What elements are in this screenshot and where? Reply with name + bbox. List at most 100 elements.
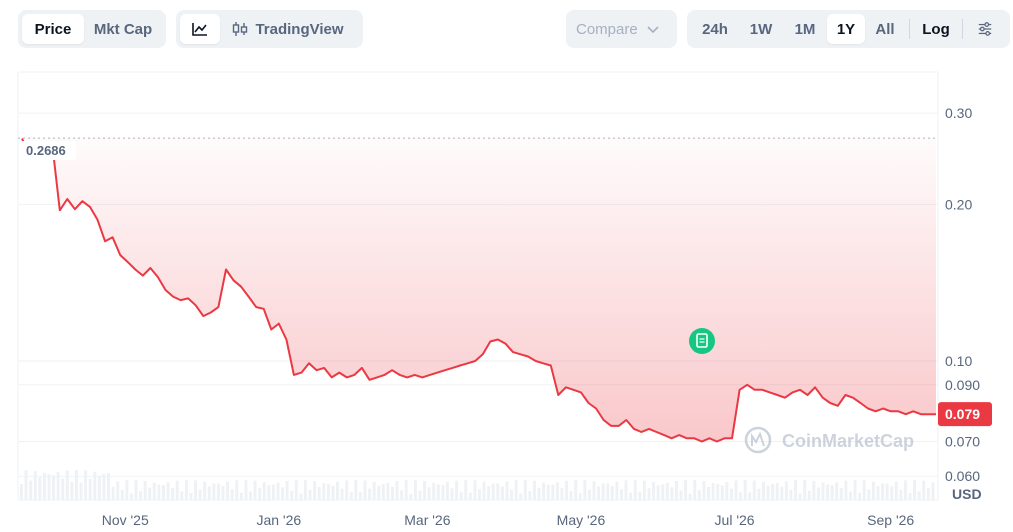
range-all-button[interactable]: All	[875, 20, 895, 38]
volume-bar	[79, 482, 83, 500]
volume-bar	[537, 487, 541, 500]
volume-bar	[52, 475, 56, 500]
volume-bar	[33, 471, 37, 500]
price-button[interactable]: Price	[22, 14, 84, 44]
line-chart-button[interactable]	[180, 14, 220, 44]
volume-bar	[88, 478, 92, 500]
volume-bar	[688, 493, 692, 500]
settings-button[interactable]	[967, 14, 1003, 44]
range-1w-button[interactable]: 1W	[749, 20, 773, 38]
volume-bar	[180, 491, 184, 500]
y-axis: 0.30 0.20 0.10 0.090 0.070 0.060	[945, 105, 980, 484]
currency-unit-label: USD	[952, 486, 982, 502]
volume-bar	[143, 480, 147, 500]
x-tick-label: Sep '26	[867, 512, 914, 528]
volume-bar	[871, 481, 875, 500]
volume-bar	[84, 470, 88, 500]
volume-bar	[707, 486, 710, 500]
range-1m-button[interactable]: 1M	[794, 20, 816, 38]
volume-bar	[565, 480, 569, 500]
volume-bar	[285, 480, 289, 500]
volume-bar	[560, 487, 564, 500]
x-tick-label: Mar '26	[404, 512, 450, 528]
line-chart-icon	[192, 23, 207, 36]
volume-bar	[876, 486, 880, 500]
volume-bar	[619, 489, 623, 500]
volume-bar	[569, 491, 573, 500]
volume-bar	[473, 480, 477, 500]
volume-bar	[578, 493, 582, 500]
compare-label: Compare	[576, 20, 638, 38]
y-tick-label: 0.30	[945, 105, 972, 121]
volume-bar	[436, 484, 440, 500]
volume-bar	[267, 485, 271, 500]
volume-bar	[166, 482, 170, 500]
volume-bar	[684, 480, 688, 500]
volume-bar	[409, 493, 413, 500]
volume-bar	[775, 483, 779, 500]
volume-bar	[468, 492, 472, 500]
volume-bar	[221, 486, 225, 500]
volume-bar	[111, 486, 115, 500]
volume-bar	[363, 480, 367, 500]
volume-bar	[258, 488, 262, 500]
news-marker[interactable]	[689, 328, 715, 354]
current-price-label: 0.079	[945, 406, 980, 422]
volume-bar	[331, 485, 335, 500]
chart-type-toggle: TradingView	[176, 10, 363, 48]
log-scale-button[interactable]: Log	[922, 20, 950, 38]
volume-bar	[102, 473, 106, 500]
settings-separator	[962, 19, 963, 39]
volume-bar	[816, 487, 820, 500]
volume-bar	[574, 480, 578, 500]
volume-bar	[642, 480, 646, 500]
volume-bar	[244, 480, 248, 500]
volume-bar	[899, 489, 903, 500]
volume-bar	[478, 489, 481, 500]
volume-bar	[65, 470, 69, 500]
volume-bar	[340, 488, 344, 500]
volume-bar	[514, 480, 518, 500]
volume-bar	[555, 482, 559, 500]
volume-bar	[528, 491, 532, 500]
volume-bar	[926, 487, 930, 500]
y-tick-label: 0.070	[945, 433, 980, 449]
volume-bar	[917, 491, 921, 500]
price-area-fill	[22, 138, 936, 442]
y-tick-label: 0.20	[945, 197, 972, 213]
volume-bar	[116, 481, 120, 500]
volume-bar	[235, 480, 239, 500]
compare-dropdown[interactable]: Compare	[566, 10, 677, 48]
range-1y-button[interactable]: 1Y	[827, 14, 865, 44]
volume-bar	[455, 480, 459, 500]
x-tick-label: Jul '26	[715, 512, 755, 528]
mktcap-button[interactable]: Mkt Cap	[93, 20, 153, 38]
volume-bar	[803, 480, 807, 500]
volume-bar	[290, 490, 294, 500]
volume-bar	[313, 481, 317, 500]
volume-bar	[674, 480, 678, 500]
coinmarketcap-watermark: CoinMarketCap	[744, 426, 914, 454]
volume-bar	[693, 480, 697, 500]
volume-bar	[345, 480, 349, 500]
volume-bar	[157, 484, 161, 500]
volume-bar	[56, 471, 60, 500]
tradingview-button[interactable]: TradingView	[220, 14, 355, 44]
volume-bar	[349, 492, 353, 500]
volume-bar	[336, 481, 340, 500]
volume-bar	[606, 483, 610, 500]
price-line	[21, 138, 936, 443]
volume-bar	[885, 483, 889, 500]
volume-bar	[597, 486, 601, 500]
volume-bar	[253, 480, 257, 500]
range-24h-button[interactable]: 24h	[702, 20, 728, 38]
volume-bar	[752, 480, 756, 500]
volume-bar	[226, 481, 230, 500]
volume-bar	[853, 480, 857, 500]
y-tick-label: 0.060	[945, 468, 980, 484]
x-axis: Nov '25 Jan '26 Mar '26 May '26 Jul '26 Sep '…	[102, 512, 915, 528]
volume-bar	[542, 482, 546, 500]
volume-bar	[418, 490, 422, 500]
volume-bar	[441, 485, 445, 500]
volume-bar	[532, 480, 536, 500]
